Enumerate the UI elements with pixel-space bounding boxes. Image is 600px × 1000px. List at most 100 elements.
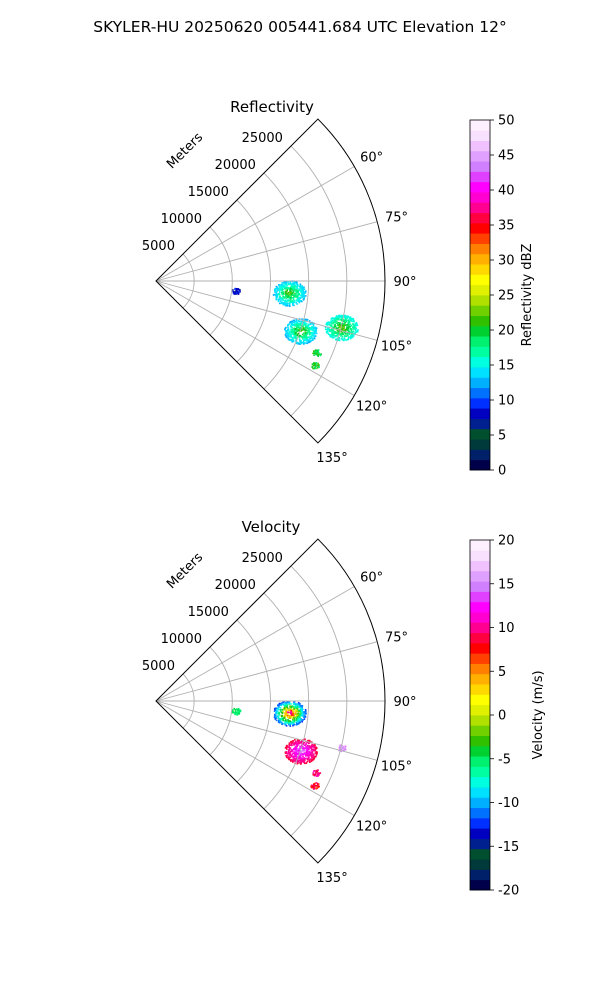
reflectivity-echo-gate xyxy=(292,302,295,304)
reflectivity-echo-gate xyxy=(338,337,340,340)
reflectivity-echo-gate xyxy=(292,300,294,302)
velocity-echo-gate xyxy=(296,753,299,756)
velocity-echo-gate xyxy=(298,721,300,723)
velocity-echo-gate xyxy=(316,770,319,773)
velocity-echo-gate xyxy=(289,744,292,746)
reflectivity-echo-gate xyxy=(349,319,351,322)
reflectivity-echo-gate xyxy=(356,330,359,333)
reflectivity-echo-gate xyxy=(315,330,317,332)
velocity-echo-gate xyxy=(289,758,291,761)
velocity-colorbar-bin xyxy=(470,684,490,695)
reflectivity-echo-gate xyxy=(284,328,286,331)
velocity-echo-gate xyxy=(292,724,294,727)
reflectivity-echo-gate xyxy=(295,320,297,323)
velocity-echo-gate xyxy=(310,786,313,789)
reflectivity-echo-gate xyxy=(314,326,316,329)
reflectivity-echo-gate xyxy=(308,320,311,322)
velocity-colorbar-bin xyxy=(470,745,490,757)
reflectivity-echo-gate xyxy=(304,338,306,340)
reflectivity-echo-gate xyxy=(306,319,309,321)
velocity-echo-gate xyxy=(292,757,295,759)
velocity-echo-gate xyxy=(290,709,292,712)
velocity-echo-gate xyxy=(309,758,312,760)
reflectivity-echo-gate xyxy=(272,294,275,296)
reflectivity-echo-gate xyxy=(315,327,318,329)
reflectivity-echo-gate xyxy=(348,330,351,333)
reflectivity-echo-gate xyxy=(288,293,290,296)
velocity-range-tick-label: 25000 xyxy=(242,551,283,566)
reflectivity-echo-gate xyxy=(338,318,340,320)
reflectivity-echo-gate xyxy=(336,337,339,340)
velocity-echo-gate xyxy=(286,754,289,756)
velocity-echo-gate xyxy=(278,712,280,714)
velocity-echo-gate xyxy=(295,750,298,752)
reflectivity-echo-gate xyxy=(341,325,343,328)
reflectivity-colorbar-bin xyxy=(470,367,490,378)
velocity-echo-gate xyxy=(311,751,313,753)
velocity-colorbar-bin xyxy=(470,570,490,582)
velocity-echo-gate xyxy=(288,716,291,719)
velocity-echo-gate xyxy=(312,772,314,774)
reflectivity-echo-gate xyxy=(343,320,345,322)
reflectivity-range-tick-label: 20000 xyxy=(215,158,256,173)
reflectivity-echo-gate xyxy=(290,328,292,330)
velocity-echo-gate xyxy=(275,714,277,717)
reflectivity-colorbar-bin xyxy=(470,202,490,214)
reflectivity-echo-gate xyxy=(291,336,294,339)
reflectivity-echo-gate xyxy=(289,302,291,304)
reflectivity-echo-gate xyxy=(293,327,295,330)
reflectivity-echo-gate xyxy=(332,322,334,325)
reflectivity-colorbar-bin xyxy=(470,356,490,368)
reflectivity-echo-gate xyxy=(299,324,302,326)
velocity-echo-gate xyxy=(234,712,237,714)
velocity-range-tick-label: 20000 xyxy=(215,578,256,593)
velocity-echo-gate xyxy=(292,722,295,724)
reflectivity-echo-gate xyxy=(312,364,315,367)
reflectivity-echo-gate xyxy=(284,291,287,293)
velocity-echo-gate xyxy=(275,716,277,718)
velocity-echo-gate xyxy=(292,759,294,762)
velocity-echo-gate xyxy=(297,751,300,753)
velocity-echo-gate xyxy=(280,702,282,705)
reflectivity-echo-gate xyxy=(298,328,301,330)
velocity-echo-gate xyxy=(310,747,313,750)
reflectivity-echo-gate xyxy=(295,301,297,304)
velocity-azimuth-spoke xyxy=(155,586,355,702)
reflectivity-echo-gate xyxy=(286,301,288,303)
reflectivity-title: Reflectivity xyxy=(230,98,314,116)
velocity-echo-gate xyxy=(295,723,298,726)
reflectivity-echo-gate xyxy=(304,326,307,329)
reflectivity-echo-gate xyxy=(337,339,339,341)
reflectivity-echo-gate xyxy=(297,290,299,292)
reflectivity-echo-gate xyxy=(297,285,299,287)
velocity-echo-gate xyxy=(297,706,300,708)
velocity-echo-gate xyxy=(298,739,300,741)
velocity-echo-gate xyxy=(301,705,304,707)
reflectivity-echo-gate xyxy=(302,342,305,344)
velocity-echo-gate xyxy=(300,718,303,720)
reflectivity-range-tick-label: 5000 xyxy=(142,239,175,254)
velocity-echo-gate xyxy=(296,705,299,708)
reflectivity-echo-gate xyxy=(310,322,313,325)
reflectivity-echo-gate xyxy=(298,301,301,304)
reflectivity-echo-gate xyxy=(297,328,299,331)
reflectivity-echo-gate xyxy=(287,283,290,286)
reflectivity-echo-gate xyxy=(341,324,344,327)
reflectivity-echo-gate xyxy=(293,301,296,304)
reflectivity-echo-gate xyxy=(311,366,313,368)
reflectivity-colorbar-bin xyxy=(470,140,490,152)
reflectivity-echo-gate xyxy=(311,339,314,341)
reflectivity-echo-gate xyxy=(275,292,277,295)
velocity-echo-gate xyxy=(293,706,296,708)
reflectivity-echo-gate xyxy=(304,322,307,325)
reflectivity-echo-gate xyxy=(286,288,289,291)
velocity-echo-gate xyxy=(292,713,295,715)
reflectivity-echo-gate xyxy=(334,334,336,337)
reflectivity-echo-gate xyxy=(317,354,320,356)
velocity-echo-gate xyxy=(301,760,304,762)
velocity-echoes xyxy=(231,700,347,790)
velocity-echo-gate xyxy=(239,709,242,712)
velocity-echo-gate xyxy=(344,748,347,750)
velocity-echo-gate xyxy=(312,755,315,757)
reflectivity-echo-gate xyxy=(344,315,347,318)
